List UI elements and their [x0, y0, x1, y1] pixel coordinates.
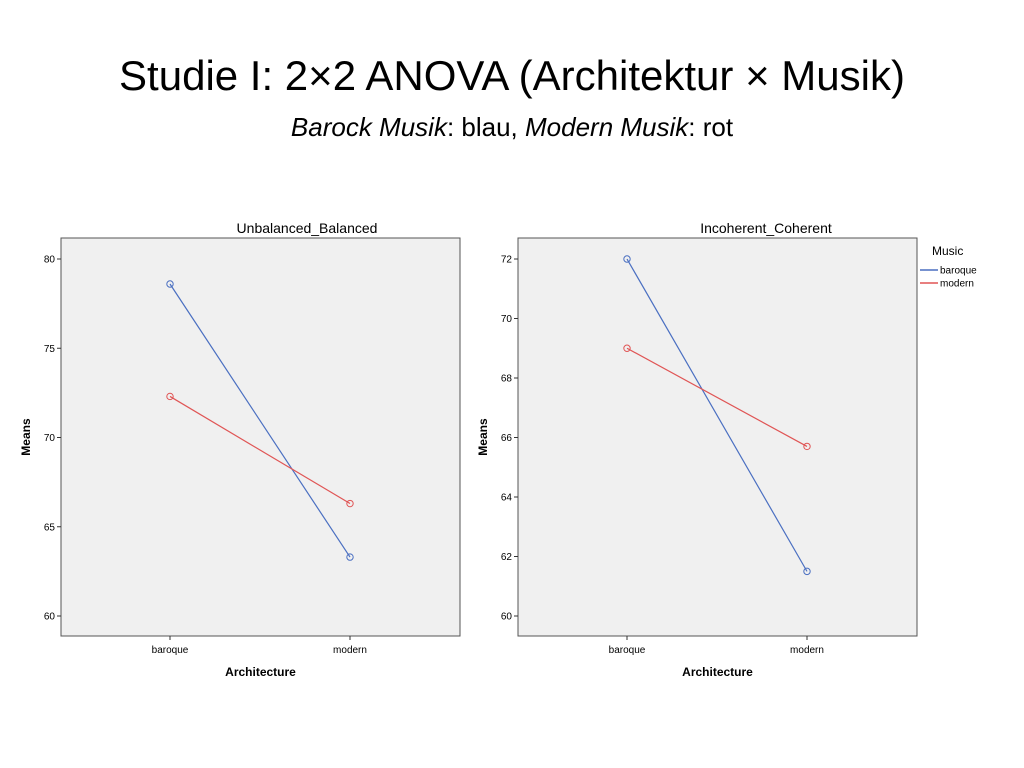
y-tick-label: 65	[44, 522, 56, 533]
data-point-modern-modern	[803, 442, 811, 451]
series-line-baroque	[169, 283, 351, 558]
plot-area-1	[60, 237, 461, 637]
data-point-baroque-baroque	[623, 255, 631, 263]
y-tick-label: 64	[501, 493, 513, 504]
y-tick-label: 66	[501, 433, 513, 444]
chart-title-2: Incoherent_Coherent	[700, 220, 832, 236]
legend-title: Music	[932, 244, 963, 258]
data-point-baroque-modern	[803, 567, 811, 576]
legend-label-baroque: baroque	[940, 266, 977, 277]
data-point-baroque-baroque	[166, 280, 174, 288]
y-tick-label: 70	[501, 314, 513, 325]
subtitle-red-text: : rot	[688, 112, 734, 142]
legend-label-modern: modern	[940, 279, 974, 290]
y-tick-label: 80	[44, 255, 56, 266]
plot-area-2	[517, 237, 918, 637]
y-tick-label: 75	[44, 344, 56, 355]
series-line-modern	[169, 395, 351, 505]
data-point-modern-baroque	[166, 392, 174, 401]
chart-title-1: Unbalanced_Balanced	[237, 220, 378, 236]
x-tick-label: baroque	[609, 645, 646, 656]
x-tick-label: modern	[333, 645, 367, 656]
y-tick-label: 62	[501, 552, 513, 563]
x-tick-label: baroque	[152, 645, 189, 656]
y-axis-title-2: Means	[476, 418, 490, 456]
y-axis-title-1: Means	[19, 418, 33, 456]
y-tick-label: 70	[44, 433, 56, 444]
y-tick-label: 72	[501, 255, 513, 266]
data-point-modern-modern	[346, 499, 354, 508]
series-line-baroque	[626, 258, 808, 572]
data-point-baroque-modern	[346, 553, 354, 561]
subtitle-modern-music: Modern Musik	[525, 112, 689, 142]
x-axis-title-1: Architecture	[225, 665, 296, 679]
x-tick-label: modern	[790, 645, 824, 656]
data-point-modern-baroque	[623, 344, 631, 352]
y-tick-label: 68	[501, 374, 513, 385]
series-line-modern	[626, 347, 808, 447]
x-axis-title-2: Architecture	[682, 665, 753, 679]
subtitle-blue-text: : blau,	[446, 112, 526, 142]
y-tick-label: 60	[501, 612, 513, 623]
subtitle-baroque-music: Barock Musik	[290, 112, 447, 142]
slide-title: Studie I: 2×2 ANOVA (Architektur × Musik…	[119, 52, 905, 99]
y-tick-label: 60	[44, 612, 56, 623]
slide-subtitle: Barock Musik: blau, Modern Musik: rot	[0, 111, 1024, 143]
